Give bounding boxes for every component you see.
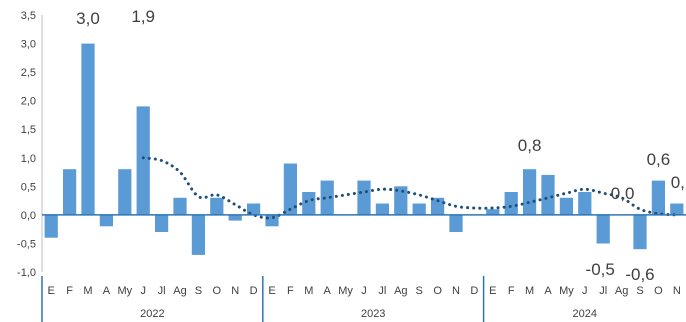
bar — [670, 203, 684, 215]
x-tick-label: F — [287, 285, 294, 297]
data-label: 0, — [671, 173, 685, 192]
year-label: 2024 — [573, 308, 597, 320]
x-tick-label: D — [470, 285, 478, 297]
data-label: 0,8 — [518, 136, 542, 155]
year-labels: 2022 2023 2024 — [140, 308, 597, 320]
axes — [41, 15, 686, 322]
bar — [283, 163, 297, 215]
x-tick-label: O — [433, 285, 442, 297]
bar — [578, 192, 592, 215]
x-tick-label: N — [673, 285, 681, 297]
x-tick-label: E — [489, 285, 496, 297]
bar — [228, 214, 242, 221]
x-tick-label: N — [452, 285, 460, 297]
data-label: 0,6 — [647, 150, 671, 169]
data-label: -0,5 — [586, 260, 615, 279]
data-label: 1,9 — [131, 7, 155, 26]
x-tick-label: S — [636, 285, 643, 297]
data-labels: 3,0 1,9 0,8 -0,5 0,0 -0,6 0,60, — [76, 7, 685, 284]
data-label: -0,6 — [625, 265, 654, 284]
x-tick-labels: E F M A My J Jl Ag S O N D E F M A My J Jl Ag S O N D E F M A My J Jl A… — [48, 285, 681, 297]
bar — [596, 214, 610, 244]
x-tick-label: Ag — [394, 285, 407, 297]
x-tick-label: My — [338, 285, 353, 297]
x-tick-label: S — [195, 285, 202, 297]
bar — [541, 174, 555, 215]
year-label: 2023 — [361, 308, 385, 320]
bar — [265, 214, 279, 227]
trend-path — [141, 156, 679, 220]
year-label: 2022 — [140, 308, 164, 320]
y-tick-label: 1,0 — [21, 153, 36, 165]
x-tick-label: Jl — [378, 285, 386, 297]
bar — [99, 214, 113, 227]
x-tick-label: A — [103, 285, 111, 297]
bar — [651, 180, 665, 215]
bar — [449, 214, 463, 232]
x-tick-label: J — [361, 285, 367, 297]
x-tick-label: E — [268, 285, 275, 297]
y-tick-label: -0,5 — [17, 238, 36, 250]
bar — [504, 192, 518, 215]
x-tick-label: J — [582, 285, 588, 297]
bar — [302, 192, 316, 215]
y-tick-label: 0,0 — [21, 210, 36, 222]
x-tick-label: My — [559, 285, 574, 297]
data-label: 0,0 — [611, 184, 635, 203]
bar — [118, 169, 132, 215]
y-tick-label: 3,5 — [21, 10, 36, 22]
x-tick-label: A — [544, 285, 552, 297]
bar — [486, 209, 500, 215]
x-tick-label: M — [83, 285, 92, 297]
bar — [44, 214, 58, 238]
bar — [375, 203, 389, 215]
x-tick-label: O — [654, 285, 663, 297]
y-tick-label: -1,0 — [17, 267, 36, 279]
y-tick-label: 2,5 — [21, 67, 36, 79]
x-tick-label: Ag — [173, 285, 186, 297]
x-tick-label: M — [525, 285, 534, 297]
x-tick-label: M — [304, 285, 313, 297]
bar — [320, 180, 334, 215]
x-tick-label: A — [324, 285, 332, 297]
bar — [136, 106, 150, 215]
bar — [431, 197, 445, 215]
y-tick-label: 3,0 — [21, 39, 36, 51]
bar — [191, 214, 205, 255]
y-tick-labels: -1,0 -0,5 0,0 0,5 1,0 1,5 2,0 2,5 3,0 3,5 — [17, 10, 36, 279]
y-tick-label: 2,0 — [21, 96, 36, 108]
x-tick-label: D — [250, 285, 258, 297]
trend-line — [141, 156, 679, 220]
y-tick-label: 0,5 — [21, 181, 36, 193]
x-tick-label: Ag — [615, 285, 628, 297]
bar — [173, 197, 187, 215]
bar — [523, 169, 537, 215]
x-tick-label: N — [231, 285, 239, 297]
y-tick-label: 1,5 — [21, 124, 36, 136]
bar — [412, 203, 426, 215]
x-tick-label: E — [48, 285, 55, 297]
x-tick-label: J — [140, 285, 146, 297]
bar — [155, 214, 169, 232]
data-label: 3,0 — [76, 9, 100, 28]
bars — [44, 43, 684, 255]
bar — [559, 197, 573, 215]
bar — [247, 203, 261, 215]
x-tick-label: F — [66, 285, 73, 297]
bar — [81, 43, 95, 215]
bar — [394, 186, 408, 215]
bar — [210, 197, 224, 215]
bar — [63, 169, 77, 215]
bar — [633, 214, 647, 250]
x-tick-label: O — [213, 285, 222, 297]
x-tick-label: Jl — [158, 285, 166, 297]
x-tick-label: Jl — [599, 285, 607, 297]
x-tick-label: F — [508, 285, 515, 297]
bar — [357, 180, 371, 215]
x-tick-label: S — [416, 285, 423, 297]
x-tick-label: My — [117, 285, 132, 297]
